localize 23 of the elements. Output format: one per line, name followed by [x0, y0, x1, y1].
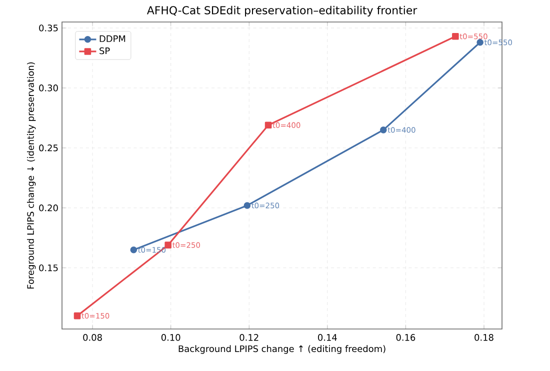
legend-label: SP	[100, 47, 110, 54]
chart-title: AFHQ-Cat SDEdit preservation–editability frontier	[146, 6, 418, 16]
x-tick-label: 0.16	[396, 334, 416, 341]
y-axis-title: Foreground LPIPS change ↓ (identity preservation)	[26, 62, 36, 288]
y-tick-label: 0.35	[39, 24, 58, 32]
point	[130, 246, 138, 254]
x-tick-label: 0.08	[83, 334, 102, 341]
point	[264, 122, 272, 129]
legend-label: DDPM	[100, 35, 126, 42]
point	[74, 312, 81, 320]
y-tick-label: 0.25	[39, 144, 58, 152]
y-tick-label: 0.15	[39, 264, 58, 272]
point	[380, 126, 387, 134]
x-tick-label: 0.10	[161, 334, 180, 341]
y-tick-label: 0.30	[39, 84, 58, 92]
point	[164, 242, 172, 248]
point	[452, 32, 459, 40]
x-tick-label: 0.18	[474, 334, 494, 341]
point	[244, 202, 251, 209]
x-tick-label: 0.14	[318, 334, 337, 341]
x-tick-label: 0.12	[240, 334, 258, 341]
x-axis-title: Background LPIPS change ↑ (editing freedom)	[178, 345, 386, 354]
y-tick-label: 0.20	[39, 204, 58, 212]
